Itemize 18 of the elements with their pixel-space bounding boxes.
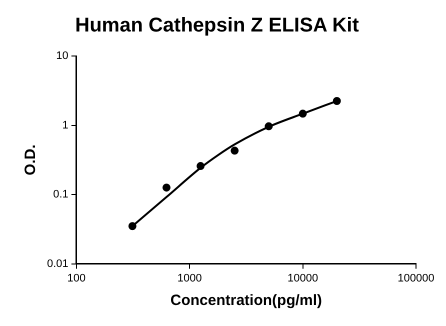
point <box>162 184 170 192</box>
y-axis-title: O.D. <box>22 144 40 176</box>
y-tick-label: 10 <box>56 50 68 62</box>
y-tick-label: 0.1 <box>53 188 68 201</box>
y-tick-label: 1 <box>62 119 68 132</box>
x-tick-label: 100 <box>67 272 86 284</box>
point <box>196 162 205 170</box>
point <box>230 146 239 155</box>
x-tick-label: 100000 <box>398 272 434 284</box>
x-tick-label: 1000 <box>177 272 202 284</box>
x-axis-title: Concentration(pg/ml) <box>170 292 322 310</box>
y-tick-label: 0.01 <box>46 258 68 270</box>
point <box>298 110 307 118</box>
point <box>332 97 341 106</box>
point <box>128 222 136 230</box>
chart-title: Human Cathepsin Z ELISA Kit <box>75 14 360 37</box>
point <box>264 122 273 130</box>
x-tick-label: 10000 <box>288 272 318 284</box>
